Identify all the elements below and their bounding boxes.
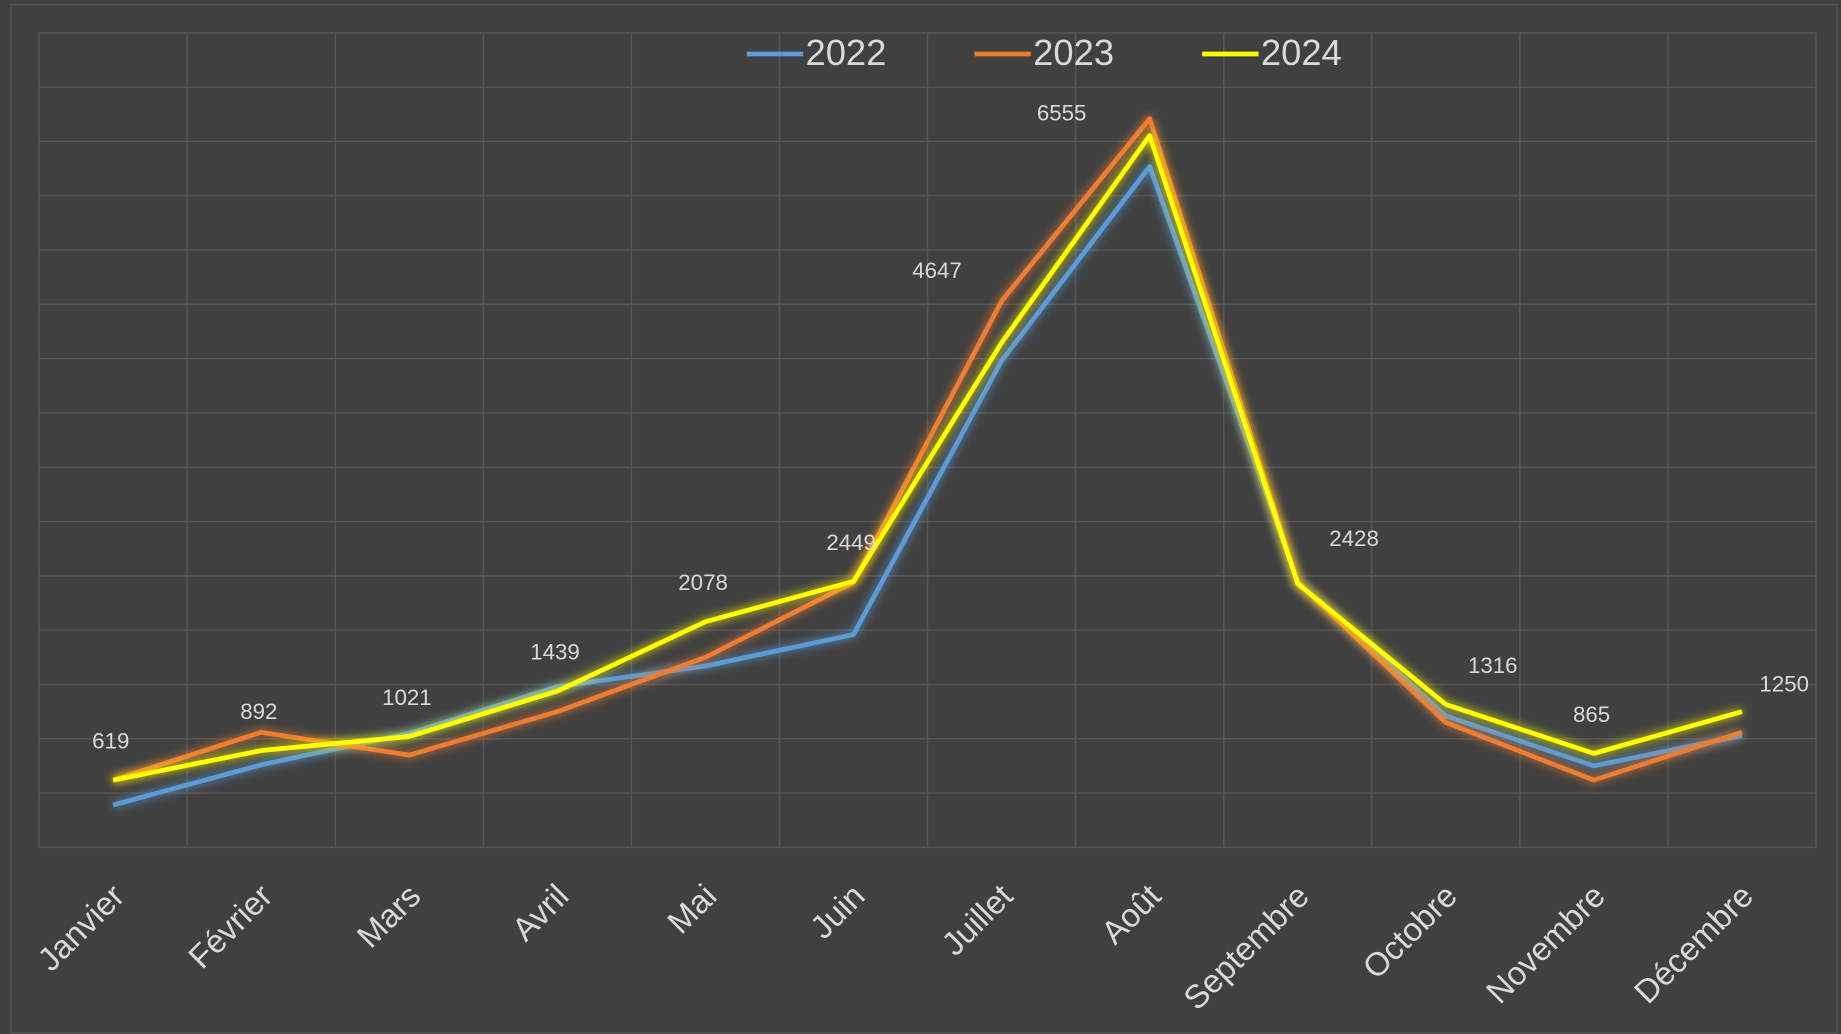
data-label: 2428: [1329, 526, 1379, 551]
legend-label: 2022: [805, 32, 886, 73]
chart-area: [10, 4, 1838, 1034]
data-label: 619: [92, 728, 129, 753]
legend-label: 2023: [1033, 32, 1114, 73]
data-label: 1250: [1759, 672, 1809, 697]
data-label: 2078: [678, 570, 728, 595]
data-label: 6555: [1037, 100, 1087, 125]
legend-label: 2024: [1261, 32, 1342, 73]
series-line: [112, 133, 1743, 783]
data-label: 1316: [1468, 653, 1518, 678]
vertical-grid: [38, 32, 1817, 848]
data-label: 1439: [530, 639, 580, 664]
data-label: 892: [240, 699, 277, 724]
data-label: 865: [1573, 702, 1610, 727]
data-label: 4647: [912, 258, 962, 283]
data-label: 2449: [826, 530, 876, 555]
data-label: 1021: [382, 685, 432, 710]
series-line: [112, 116, 1743, 783]
